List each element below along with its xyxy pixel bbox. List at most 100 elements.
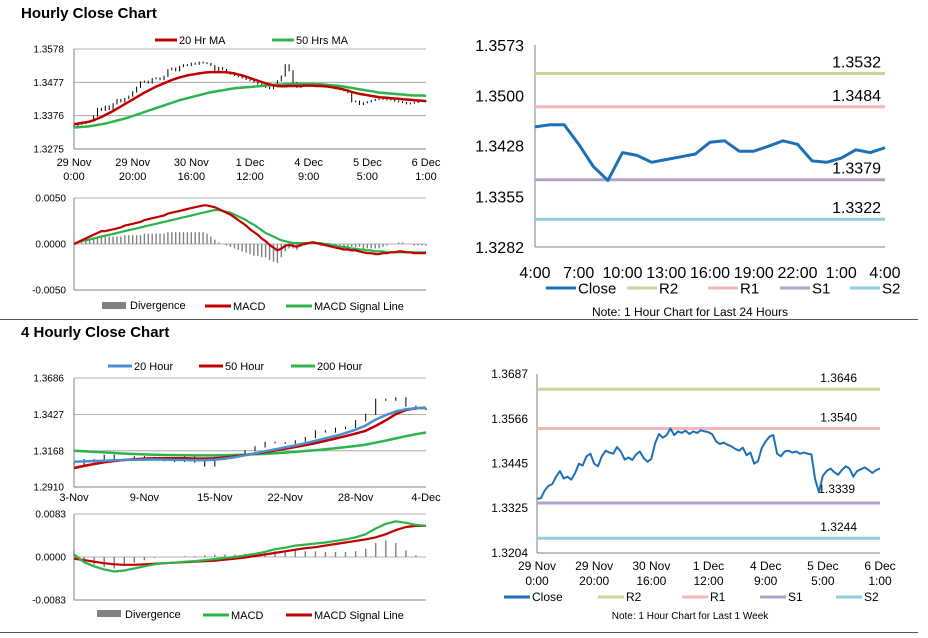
weekly-pivot-y-tick: 1.3445 [491, 457, 528, 471]
hourly-legend-ma20-label: 20 Hr MA [179, 35, 226, 47]
four-hourly-x-tick: 4-Dec [411, 492, 441, 504]
weekly-pivot-s1-label: 1.3339 [818, 482, 855, 496]
hourly-price-y-tick: 1.3578 [33, 45, 64, 56]
weekly-pivot-y-tick: 1.3687 [491, 367, 528, 381]
weekly-pivot-close-line [536, 427, 881, 500]
hourly-price-x-tick: 1:00 [415, 171, 436, 183]
weekly-pivot-x-tick: 30 Nov [632, 559, 670, 573]
weekly-pivot-s2-label: 1.3244 [820, 520, 857, 534]
four-hourly-ma200-line [73, 431, 427, 457]
hourly-pivot-y-tick: 1.3500 [475, 89, 524, 106]
weekly-pivot-y-tick: 1.3204 [491, 546, 528, 560]
weekly-pivot-r2-label: 1.3646 [820, 371, 857, 385]
four-hourly-y-tick: 1.2910 [33, 483, 64, 494]
weekly-pivot-y-tick: 1.3566 [491, 412, 528, 426]
weekly-pivot-legend-r2-label: R2 [626, 590, 642, 604]
hourly-price-y-tick: 1.3275 [33, 145, 64, 156]
four-hourly-macd-y-tick: -0.0083 [32, 596, 66, 607]
hourly-price-x-tick: 6 Dec [412, 157, 441, 169]
hourly-pivot-close-line [534, 123, 886, 182]
hourly-price-x-tick: 29 Nov [115, 157, 150, 169]
hourly-price-x-tick: 20:00 [119, 171, 147, 183]
hourly-pivot-legend-r2-label: R2 [659, 280, 678, 297]
four-hourly-signal-line [73, 524, 426, 566]
weekly-pivot-legend-s1-label: S1 [788, 590, 803, 604]
hourly-legend-divergence-label: Divergence [130, 300, 186, 312]
weekly-pivot-x-tick: 5:00 [811, 574, 835, 588]
hourly-pivot-r2-label: 1.3532 [832, 54, 881, 71]
weekly-pivot-legend-s2-label: S2 [864, 590, 879, 604]
hourly-legend-ma50-label: 50 Hrs MA [296, 35, 349, 47]
hourly-pivot-s1-label: 1.3379 [832, 161, 881, 178]
four-hourly-legend-macd-label: MACD [231, 610, 263, 622]
hourly-ma50-line [73, 82, 427, 129]
weekly-pivot-x-tick: 12:00 [693, 574, 723, 588]
weekly-pivot-x-tick: 4 Dec [750, 559, 781, 573]
hourly-price-y-tick: 1.3477 [33, 78, 64, 89]
weekly-pivot-x-tick: 1:00 [868, 574, 892, 588]
hourly-price-x-tick: 4 Dec [294, 157, 323, 169]
four-hourly-legend-ma200-label: 200 Hour [317, 361, 363, 373]
hourly-pivot-x-tick: 4:00 [519, 265, 550, 282]
hourly-macd-y-tick: -0.0050 [32, 286, 66, 297]
four-hourly-legend-signal-label: MACD Signal Line [314, 610, 404, 622]
hourly-price-x-tick: 5 Dec [353, 157, 382, 169]
hourly-pivot-legend-s1-label: S1 [812, 280, 830, 297]
four-hourly-macd-y-tick: 0.0083 [35, 510, 66, 521]
weekly-pivot-x-tick: 0:00 [525, 574, 549, 588]
hourly-pivot-legend-s2-label: S2 [882, 280, 900, 297]
hourly-price-x-tick: 5:00 [357, 171, 378, 183]
hourly-pivot-x-tick: 10:00 [602, 265, 642, 282]
hourly-pivot-legend-r1-label: R1 [740, 280, 759, 297]
weekly-pivot-x-tick: 1 Dec [693, 559, 724, 573]
weekly-pivot-y-tick: 1.3325 [491, 501, 528, 515]
weekly-pivot-x-tick: 5 Dec [807, 559, 838, 573]
hourly-pivot-y-tick: 1.3428 [475, 139, 524, 156]
hourly-pivot-x-tick: 22:00 [777, 265, 817, 282]
hourly-pivot-x-tick: 19:00 [734, 265, 774, 282]
hourly-price-x-tick: 16:00 [178, 171, 206, 183]
hourly-pivot-r1-label: 1.3484 [832, 88, 881, 105]
weekly-pivot-x-tick: 9:00 [754, 574, 778, 588]
hourly-pivot-y-tick: 1.3355 [475, 189, 524, 206]
hourly-pivot-y-tick: 1.3573 [475, 38, 524, 55]
four-hourly-legend-ma50-label: 50 Hour [225, 361, 264, 373]
hourly-price-x-tick: 30 Nov [174, 157, 209, 169]
hourly-pivot-note: Note: 1 Hour Chart for Last 24 Hours [592, 305, 788, 319]
weekly-pivot-legend-close-label: Close [532, 590, 563, 604]
hourly-pivot-legend-close-label: Close [578, 280, 616, 297]
hourly-pivot-x-tick: 16:00 [690, 265, 730, 282]
four-hourly-legend-divergence-swatch [97, 610, 121, 617]
four-hourly-macd-line [73, 520, 427, 573]
four-hourly-x-tick: 3-Nov [59, 492, 89, 504]
four-hourly-x-tick: 15-Nov [197, 492, 233, 504]
weekly-pivot-x-tick: 29 Nov [518, 559, 556, 573]
weekly-pivot-r1-label: 1.3540 [820, 410, 857, 424]
hourly-legend-signal-label: MACD Signal Line [314, 301, 404, 313]
four-hourly-ma20-line [73, 406, 427, 463]
hourly-legend-divergence-swatch [102, 302, 126, 309]
hourly-pivot-y-tick: 1.3282 [475, 240, 524, 257]
hourly-pivot-x-tick: 7:00 [563, 265, 594, 282]
section-divider [0, 319, 918, 320]
four-hourly-x-tick: 22-Nov [267, 492, 303, 504]
hourly-price-x-tick: 9:00 [298, 171, 319, 183]
hourly-macd-line [73, 204, 426, 256]
hourly-ma20-line [73, 70, 427, 126]
hourly-section-title: Hourly Close Chart [21, 5, 157, 22]
hourly-pivot-x-tick: 4:00 [869, 265, 900, 282]
weekly-pivot-x-tick: 20:00 [579, 574, 609, 588]
hourly-macd-y-tick: 0.0050 [35, 194, 66, 205]
hourly-pivot-s2-label: 1.3322 [832, 200, 881, 217]
four-hourly-macd-y-tick: 0.0000 [35, 553, 66, 564]
hourly-signal-line [73, 208, 426, 254]
weekly-pivot-x-tick: 6 Dec [864, 559, 895, 573]
four-hourly-x-tick: 28-Nov [338, 492, 374, 504]
hourly-price-x-tick: 29 Nov [57, 157, 92, 169]
hourly-pivot-x-tick: 13:00 [646, 265, 686, 282]
four-hourly-legend-divergence-label: Divergence [125, 609, 181, 621]
weekly-pivot-note: Note: 1 Hour Chart for Last 1 Week [612, 611, 770, 622]
weekly-pivot-x-tick: 16:00 [636, 574, 666, 588]
hourly-legend-macd-label: MACD [233, 301, 265, 313]
